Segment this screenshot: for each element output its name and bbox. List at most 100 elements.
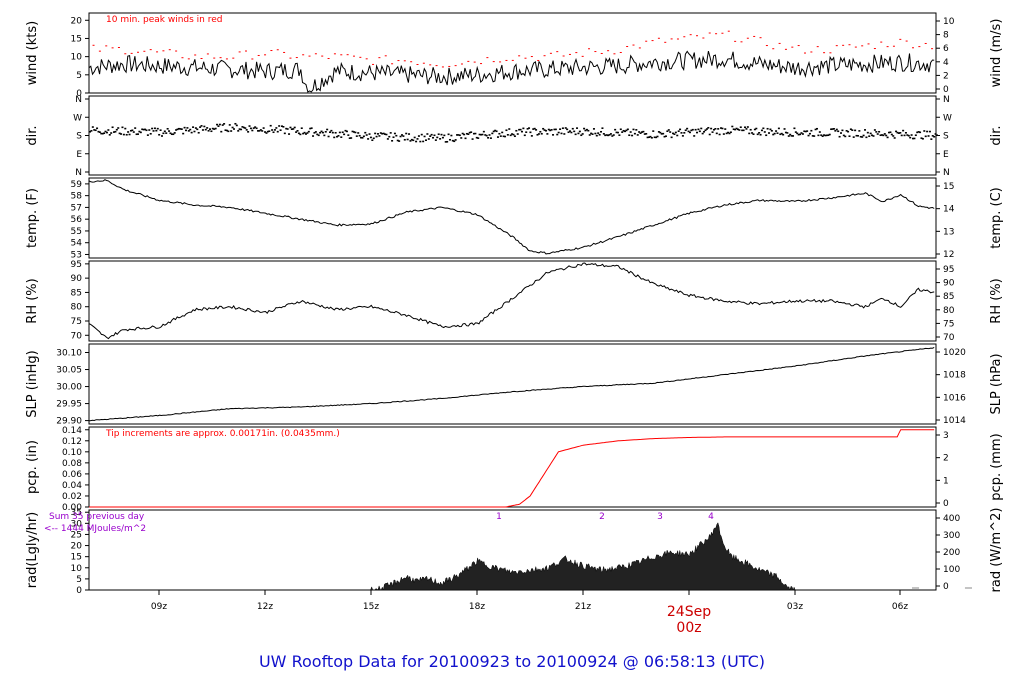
dir-point [213, 128, 216, 130]
dir-point [585, 128, 588, 131]
dir-point [837, 130, 840, 133]
rad-ytick-left-label: 10 [71, 564, 83, 574]
dir-point [727, 131, 730, 134]
dir-point [591, 133, 594, 135]
dir-point [801, 133, 804, 135]
dir-point [289, 126, 292, 129]
rad-marker-label: 1 [496, 512, 502, 522]
dir-point [835, 128, 838, 131]
dir-point [334, 131, 337, 134]
dir-point [138, 130, 141, 133]
dir-point [530, 135, 533, 137]
dir-point [669, 131, 672, 133]
dir-point [816, 127, 819, 130]
slp-ytick-right-label: 1016 [943, 393, 966, 403]
dir-point [520, 130, 523, 133]
dir-point [602, 133, 605, 135]
dir-point [838, 135, 841, 138]
rh-ytick-left-label: 95 [71, 260, 82, 270]
dir-point [851, 129, 854, 131]
dir-point [666, 130, 669, 133]
dir-point [170, 133, 173, 136]
dir-point [400, 134, 403, 136]
dir-point [912, 137, 915, 140]
dir-point [502, 135, 505, 138]
dir-ytick-right-label: N [943, 95, 950, 105]
dir-point [193, 130, 196, 133]
wind-ytick-right-label: 2 [943, 71, 949, 81]
dir-point [889, 131, 892, 134]
dir-point [244, 127, 247, 129]
dir-point [216, 123, 219, 126]
dir-point [279, 129, 282, 131]
dir-point [913, 137, 916, 140]
dir-point [487, 137, 490, 139]
dir-point [256, 130, 259, 132]
dir-point [919, 131, 922, 134]
wind-ytick-right-label: 8 [943, 31, 949, 41]
dir-point [751, 132, 754, 134]
dir-point [319, 131, 322, 134]
dir-point [283, 132, 286, 135]
dir-point [868, 135, 871, 137]
rh-ytick-right-label: 70 [943, 333, 955, 343]
dir-point [930, 138, 933, 140]
dir-point [796, 132, 799, 135]
dir-point [728, 132, 731, 135]
dir-point [314, 131, 317, 133]
rad-panel: rad(Lgly/hr) rad (W/m^2)05101520253035010… [25, 508, 1004, 596]
dir-point [864, 129, 867, 131]
dir-point [206, 127, 209, 129]
dir-point [636, 134, 639, 136]
dir-point [789, 133, 792, 136]
dir-point [927, 135, 930, 137]
dir-point [721, 127, 724, 130]
dir-point [337, 135, 340, 137]
rh-ytick-left-label: 80 [71, 303, 83, 313]
dir-point [186, 127, 189, 129]
dir-point [224, 129, 227, 131]
pcp-series-line [89, 429, 935, 508]
dir-point [467, 133, 470, 135]
dir-point [914, 134, 917, 137]
dir-point [96, 127, 99, 130]
dir-point [711, 131, 714, 133]
dir-point [516, 133, 519, 135]
dir-point [440, 133, 443, 136]
x-tick-label: 09z [151, 602, 167, 612]
dir-point [674, 131, 677, 134]
dir-point [512, 133, 515, 136]
dir-point [714, 128, 717, 130]
temp-ytick-left-label: 54 [71, 239, 83, 249]
dir-point [511, 133, 514, 135]
dir-point [885, 134, 888, 137]
dir-point [862, 134, 865, 137]
slp-ytick-left-label: 30.10 [56, 349, 82, 359]
dir-point [697, 128, 700, 131]
dir-point [734, 128, 737, 131]
slp-ytick-right-label: 1020 [943, 348, 966, 358]
dir-point [456, 134, 459, 136]
dir-point [552, 134, 555, 136]
rh-ytick-left-label: 75 [71, 317, 82, 327]
dir-point [364, 131, 367, 134]
dir-point [285, 127, 288, 130]
dir-point [772, 133, 775, 136]
wind-ytick-right-label: 4 [943, 58, 949, 68]
rad-ytick-right-label: 100 [943, 565, 960, 575]
dir-point [379, 132, 382, 134]
dir-point [845, 129, 848, 132]
dir-point [903, 134, 906, 137]
dir-point [869, 132, 872, 135]
dir-point [693, 135, 696, 137]
rad-ytick-left-label: 20 [71, 542, 83, 552]
dir-point [141, 128, 144, 131]
rad-ytick-left-label: 30 [71, 519, 83, 529]
slp-ylabel-left: SLP (inHg) [25, 350, 40, 418]
dir-point [720, 127, 723, 129]
dir-point [134, 127, 137, 129]
rad-marker-label: 2 [599, 512, 605, 522]
dir-point [533, 127, 536, 130]
dir-point [518, 128, 521, 131]
dir-point [200, 125, 203, 127]
